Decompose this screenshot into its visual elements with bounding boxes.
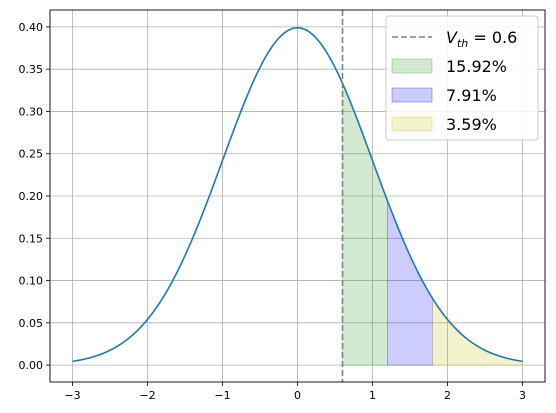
x-tick-label: 1 [369,389,376,402]
y-tick-label: 0.30 [19,105,44,118]
y-tick-label: 0.00 [19,359,44,372]
plot-area: −3 −2 −1 0 1 2 3 0.00 0.05 0.10 0.15 0.20 0.25 0.30 0.… [19,9,546,402]
legend-frame [385,15,539,141]
y-tick-label: 0.35 [19,63,44,76]
x-tick-label: 3 [519,389,526,402]
y-tick-label: 0.25 [19,148,44,161]
legend-threshold-label-subscript: th [457,37,468,50]
legend-swatch-3 [391,116,433,132]
y-tick-label: 0.05 [19,317,44,330]
legend-label-3: 3.59% [446,115,497,134]
legend: Vth = 0.6 15.92% 7.91% 3.59% [385,15,539,141]
x-tick-label: −2 [139,389,155,402]
y-tick-label: 0.20 [19,190,44,203]
legend-label-2: 7.91% [446,86,497,105]
pdf-curve [72,27,523,363]
legend-label-1: 15.92% [446,57,507,76]
y-tick-label: 0.10 [19,275,44,288]
x-tick-label: 0 [294,389,301,402]
legend-threshold-label-value: = 0.6 [468,28,517,47]
legend-threshold-label: Vth = 0.6 [446,28,517,50]
x-tick-label: 2 [444,389,451,402]
y-tick-label: 0.40 [19,21,44,34]
x-tick-label: −1 [214,389,230,402]
legend-swatch-1 [391,58,433,74]
y-tick-label: 0.15 [19,232,44,245]
legend-threshold-label-base: V [446,28,458,47]
legend-swatch-2 [391,87,433,103]
x-tick-label: −3 [64,389,80,402]
